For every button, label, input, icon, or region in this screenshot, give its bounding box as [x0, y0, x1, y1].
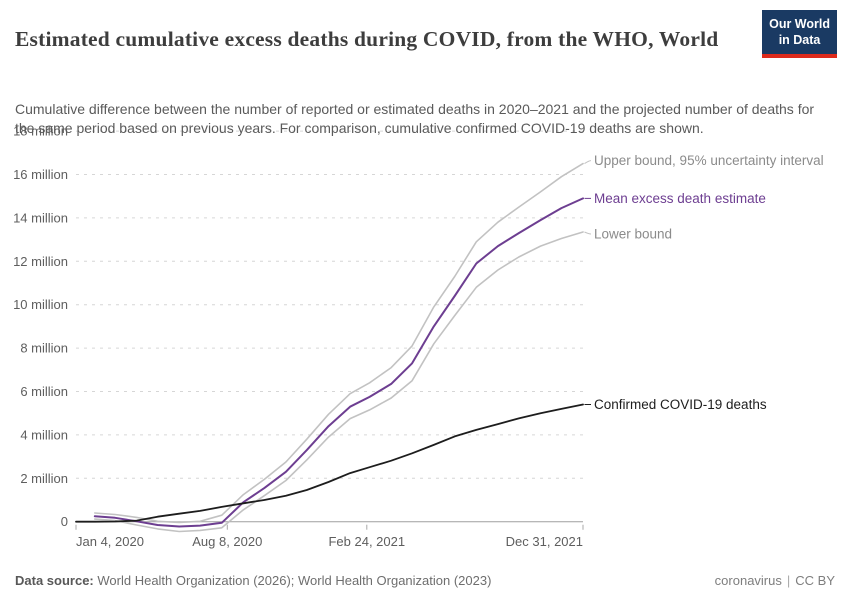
y-axis-tick-label: 14 million	[13, 210, 68, 225]
footer: Data source: World Health Organization (…	[15, 573, 835, 588]
chart-subtitle: Cumulative difference between the number…	[15, 101, 815, 136]
owid-logo-line1: Our World	[769, 17, 830, 31]
series-line-lower-bound	[94, 231, 584, 533]
y-axis-tick-label: 2 million	[20, 471, 68, 486]
x-axis-tick-label: Jan 4, 2020	[76, 534, 144, 549]
y-axis-tick-label: 6 million	[20, 384, 68, 399]
series-label-confirmed-covid-deaths: Confirmed COVID-19 deaths	[594, 397, 767, 412]
x-axis-tick-label: Aug 8, 2020	[192, 534, 262, 549]
data-source-note: Data source: World Health Organization (…	[15, 573, 491, 588]
series-line-upper-bound	[94, 162, 584, 524]
y-axis-tick-label: 18 million	[13, 124, 68, 139]
series-label-mean-excess-deaths: Mean excess death estimate	[594, 191, 766, 206]
series-label-connector-lower-bound	[584, 231, 592, 235]
series-label-upper-bound: Upper bound, 95% uncertainty interval	[594, 153, 824, 168]
y-axis-tick-label: 16 million	[13, 167, 68, 182]
y-axis-tick-label: 12 million	[13, 254, 68, 269]
owid-logo-line2: in Data	[778, 33, 821, 48]
data-source-label: Data source:	[15, 573, 94, 588]
page-title: Estimated cumulative excess deaths durin…	[15, 27, 719, 52]
chart-slug-link[interactable]: coronavirus	[714, 573, 782, 588]
data-source-text: World Health Organization (2026); World …	[97, 573, 492, 588]
license-link[interactable]: CC BY	[795, 573, 835, 588]
series-line-confirmed-covid-deaths	[75, 403, 584, 523]
footer-separator: |	[786, 573, 791, 588]
series-label-connector-upper-bound	[584, 160, 592, 165]
y-axis-tick-label: 0	[61, 514, 68, 529]
y-axis-tick-label: 8 million	[20, 341, 68, 356]
y-axis-tick-label: 4 million	[20, 427, 68, 442]
y-axis-tick-label: 10 million	[13, 297, 68, 312]
series-label-lower-bound: Lower bound	[594, 227, 672, 242]
x-axis-tick-label: Dec 31, 2021	[506, 534, 583, 549]
footer-links: coronavirus | CC BY	[715, 573, 835, 588]
owid-logo: Our World in Data	[762, 10, 837, 58]
x-axis-tick-label: Feb 24, 2021	[328, 534, 405, 549]
series-line-mean-excess-deaths	[93, 197, 584, 528]
